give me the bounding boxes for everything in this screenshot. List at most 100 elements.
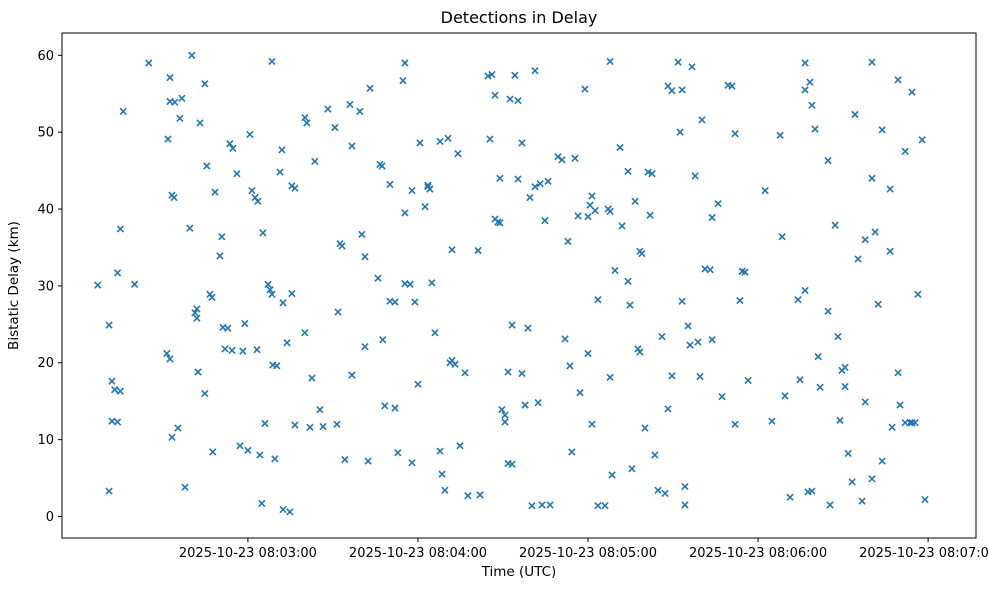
data-point-marker — [228, 346, 236, 355]
data-point-marker — [886, 247, 894, 255]
data-point-marker — [676, 128, 684, 136]
data-point-marker — [796, 375, 804, 384]
data-point-marker — [651, 451, 659, 459]
data-point-marker — [414, 380, 422, 388]
data-point-marker — [628, 465, 636, 473]
data-point-marker — [176, 114, 184, 122]
data-point-marker — [254, 197, 262, 205]
data-point-marker — [814, 352, 822, 361]
data-point-marker — [731, 130, 739, 138]
data-point-marker — [494, 218, 502, 226]
data-point-marker — [526, 193, 534, 202]
data-point-marker — [581, 85, 589, 93]
data-point-marker — [496, 174, 504, 182]
data-point-marker — [303, 119, 311, 127]
data-point-marker — [558, 156, 566, 164]
data-point-marker — [644, 168, 652, 176]
data-point-marker — [811, 125, 819, 133]
data-point-marker — [193, 314, 201, 322]
data-point-marker — [501, 411, 509, 419]
data-point-marker — [319, 422, 327, 431]
data-point-marker — [611, 266, 619, 275]
data-point-marker — [606, 373, 614, 382]
data-point-marker — [221, 345, 229, 353]
data-point-marker — [108, 377, 116, 385]
data-point-marker — [233, 169, 241, 178]
data-point-marker — [806, 78, 814, 86]
data-point-marker — [801, 286, 809, 295]
data-point-marker — [259, 229, 267, 237]
data-point-marker — [338, 242, 346, 250]
data-point-marker — [601, 502, 609, 510]
x-tick-label: 2025-10-23 08:06:00 — [689, 546, 827, 561]
y-tick-label: 60 — [37, 49, 54, 64]
data-point-marker — [646, 211, 654, 219]
data-point-marker — [528, 502, 536, 510]
data-point-marker — [638, 249, 646, 258]
data-point-marker — [888, 423, 896, 431]
data-point-marker — [588, 192, 596, 200]
data-point-marker — [276, 168, 284, 176]
y-tick-label: 50 — [37, 126, 54, 141]
data-point-marker — [668, 86, 676, 95]
data-point-marker — [591, 206, 599, 215]
data-point-marker — [271, 455, 279, 463]
data-point-marker — [264, 280, 272, 289]
data-point-marker — [488, 70, 496, 79]
data-point-marker — [594, 296, 602, 304]
data-point-marker — [918, 136, 926, 144]
data-point-marker — [531, 183, 539, 191]
data-point-marker — [130, 280, 139, 289]
data-point-marker — [568, 448, 576, 456]
data-point-marker — [209, 448, 217, 456]
data-point-marker — [624, 167, 632, 176]
data-point-marker — [678, 297, 686, 305]
data-point-marker — [486, 135, 494, 143]
data-point-marker — [261, 419, 269, 428]
data-point-marker — [594, 502, 602, 510]
data-point-marker — [444, 134, 452, 142]
data-point-marker — [348, 142, 356, 150]
data-point-marker — [688, 63, 696, 71]
data-point-marker — [361, 253, 369, 261]
data-point-marker — [194, 368, 202, 376]
data-point-marker — [786, 493, 794, 501]
data-point-marker — [518, 369, 526, 378]
data-point-marker — [801, 59, 809, 67]
data-point-marker — [648, 169, 656, 178]
data-point-marker — [661, 489, 669, 498]
chart-title: Detections in Delay — [440, 8, 598, 27]
data-point-marker — [511, 71, 519, 79]
data-point-marker — [94, 281, 102, 289]
data-point-marker — [441, 486, 449, 495]
data-point-marker — [718, 392, 726, 401]
data-point-marker — [348, 371, 356, 379]
data-point-marker — [378, 162, 386, 170]
data-point-marker — [546, 501, 554, 509]
data-point-marker — [536, 179, 544, 188]
data-point-marker — [186, 224, 194, 232]
data-point-marker — [524, 324, 532, 332]
data-point-marker — [451, 360, 459, 368]
data-point-marker — [236, 442, 244, 450]
data-point-marker — [741, 268, 749, 276]
data-point-marker — [826, 501, 834, 509]
data-point-marker — [119, 107, 127, 116]
data-point-marker — [170, 193, 178, 202]
data-point-marker — [241, 319, 249, 328]
data-point-marker — [279, 299, 287, 307]
data-point-marker — [361, 342, 369, 351]
data-point-marker — [113, 418, 122, 426]
data-point-marker — [836, 416, 844, 425]
data-point-marker — [406, 280, 414, 289]
data-point-marker — [878, 457, 886, 465]
data-point-marker — [851, 110, 859, 119]
data-point-marker — [668, 372, 676, 380]
data-point-marker — [654, 486, 662, 495]
data-point-marker — [116, 225, 125, 233]
data-point-marker — [831, 221, 839, 229]
x-tick-label: 2025-10-23 08:04:00 — [349, 546, 487, 561]
data-point-marker — [374, 274, 382, 282]
data-point-marker — [871, 228, 879, 236]
